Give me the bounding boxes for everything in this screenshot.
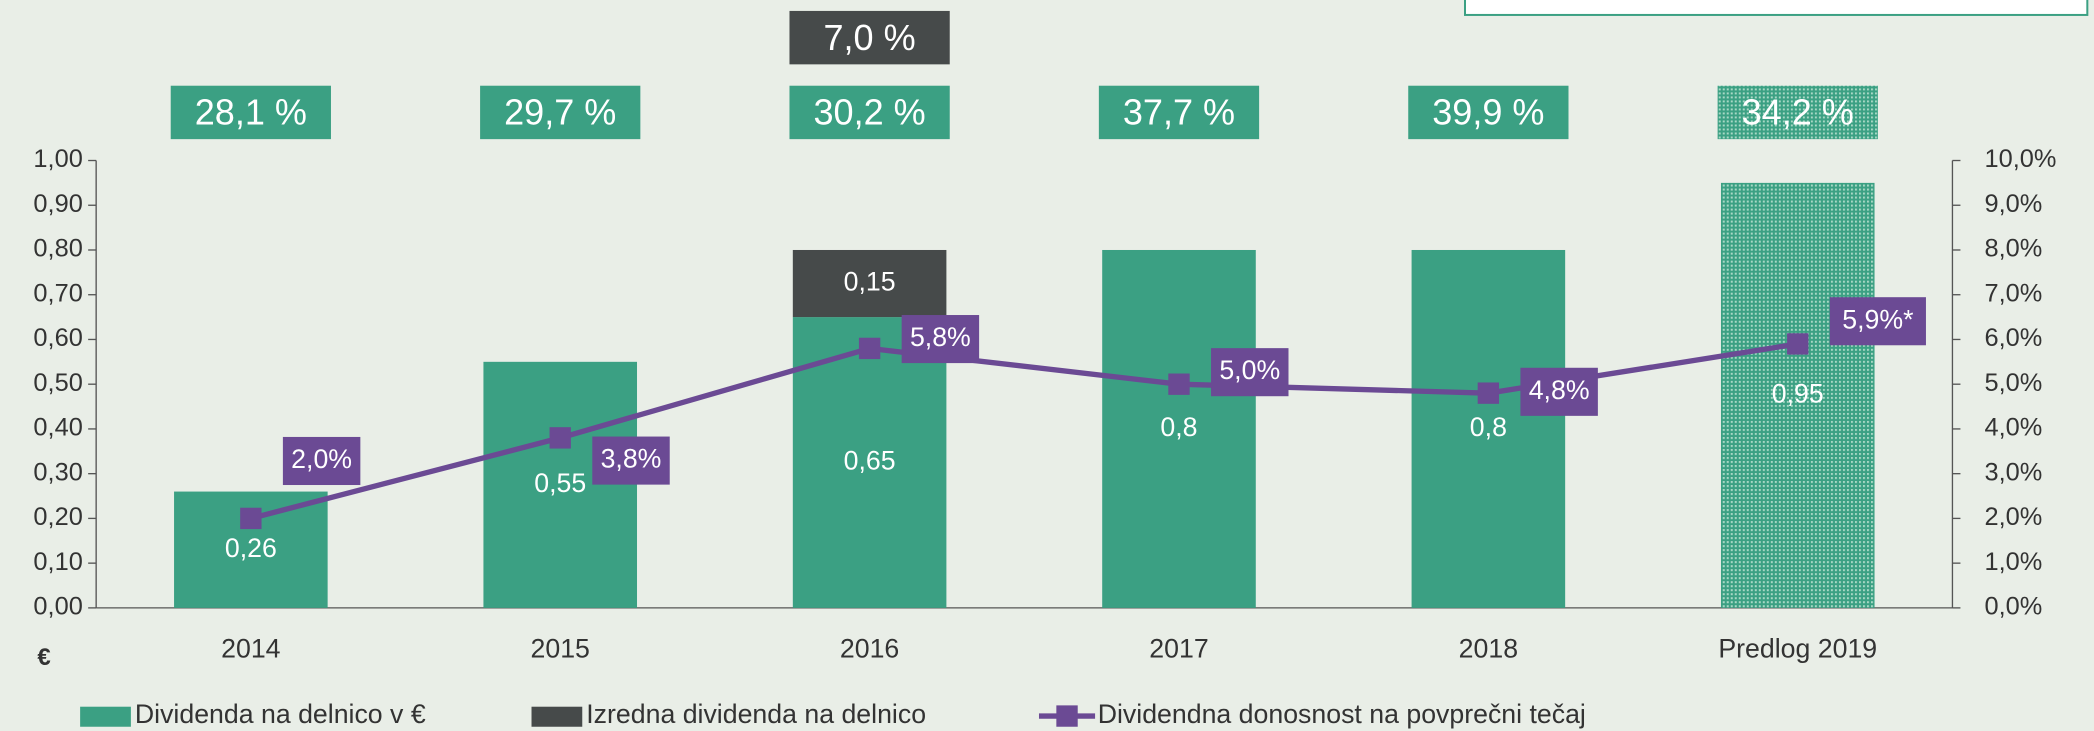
x-tick-label: 2014 (221, 634, 281, 664)
y2-tick-label: 7,0% (1984, 279, 2042, 307)
legend-swatch (531, 706, 583, 727)
legend-swatch (80, 706, 131, 727)
annotation-box (1717, 85, 1878, 140)
y2-tick-label: 5,0% (1984, 369, 2042, 397)
bar (483, 361, 638, 608)
annotation-box (1098, 85, 1260, 140)
line-marker (240, 507, 262, 530)
annotation-box (170, 85, 331, 140)
annotation-box (480, 85, 641, 140)
line-marker (1477, 382, 1500, 404)
bar (1411, 249, 1566, 608)
bar-label: 0,65 (844, 446, 896, 476)
y-tick-label: 1,00 (33, 145, 82, 173)
annotation-box (789, 85, 950, 140)
y-tick-label: 0,70 (33, 279, 82, 307)
bar (1720, 182, 1875, 608)
y2-tick-label: 4,0% (1984, 414, 2042, 442)
bar-label: 0,8 (1160, 412, 1197, 442)
y-tick-label: 0,20 (33, 503, 82, 531)
annotation: 37,7 % (1123, 92, 1235, 133)
y2-tick-label: 8,0% (1984, 235, 2042, 263)
y2-tick-label: 9,0% (1984, 190, 2042, 218)
legend-label: Izredna dividenda na delnico (586, 699, 926, 729)
annotation: 34,2 % (1742, 92, 1854, 133)
line-label-box (592, 436, 670, 485)
line-marker (549, 427, 571, 449)
annotation-box (789, 10, 950, 65)
y2-tick-label: 3,0% (1984, 458, 2042, 486)
legend-label: Dividenda na delnico v € (135, 699, 426, 729)
line-label-box (1520, 367, 1598, 416)
line-label: 5,8% (910, 322, 971, 352)
bar-label: 0,8 (1470, 412, 1507, 442)
bar-label: 0,95 (1772, 378, 1824, 408)
bar-label: 0,55 (534, 468, 586, 498)
legend-swatch (1056, 705, 1078, 727)
y-tick-label: 0,60 (33, 324, 82, 352)
y2-tick-label: 10,0% (1984, 145, 2056, 173)
annotation-box (1408, 85, 1569, 140)
line-marker (1168, 373, 1190, 395)
x-tick-label: 2018 (1459, 634, 1518, 664)
y-tick-label: 0,00 (33, 593, 82, 621)
x-tick-label: Predlog 2019 (1718, 634, 1877, 664)
legend-label: Dividendna donosnost na povprečni tečaj (1098, 699, 1586, 729)
x-tick-label: 2017 (1149, 634, 1208, 664)
annotation: 30,2 % (813, 92, 925, 133)
y-tick-label: 0,30 (33, 458, 82, 486)
bar (1102, 249, 1256, 608)
bar (792, 249, 947, 318)
x-tick-label: 2015 (531, 634, 590, 664)
y-tick-label: 0,80 (33, 235, 82, 263)
line-marker (1787, 333, 1809, 355)
annotation: 28,1 % (195, 92, 307, 133)
line-label: 5,0% (1219, 355, 1280, 385)
annotation: 7,0 % (824, 17, 916, 58)
bar-label: 0,26 (225, 533, 277, 563)
x-tick-label: 2016 (840, 634, 899, 664)
annotation: 29,7 % (504, 92, 616, 133)
line-label: 5,9%* (1842, 304, 1913, 334)
legend-box (1463, 0, 2089, 16)
bar-label: 0,15 (844, 267, 896, 297)
line-label-box (901, 315, 980, 364)
line-label: 2,0% (291, 444, 352, 474)
y-tick-label: 0,40 (33, 414, 82, 442)
y-tick-label: 0,10 (33, 548, 82, 576)
line-label: 3,8% (601, 444, 662, 474)
y2-tick-label: 1,0% (1984, 548, 2042, 576)
line-label-box (282, 436, 361, 486)
y2-tick-label: 6,0% (1984, 324, 2042, 352)
y2-tick-label: 0,0% (1984, 593, 2042, 621)
y2-tick-label: 2,0% (1984, 503, 2042, 531)
annotation: 39,9 % (1432, 92, 1544, 133)
line-label-box (1829, 297, 1926, 346)
line-label-box (1211, 348, 1289, 397)
line-marker (858, 337, 881, 360)
line-label: 4,8% (1529, 375, 1590, 405)
y-axis-label: € (37, 644, 50, 671)
y-tick-label: 0,90 (33, 190, 82, 218)
y-tick-label: 0,50 (33, 369, 82, 397)
